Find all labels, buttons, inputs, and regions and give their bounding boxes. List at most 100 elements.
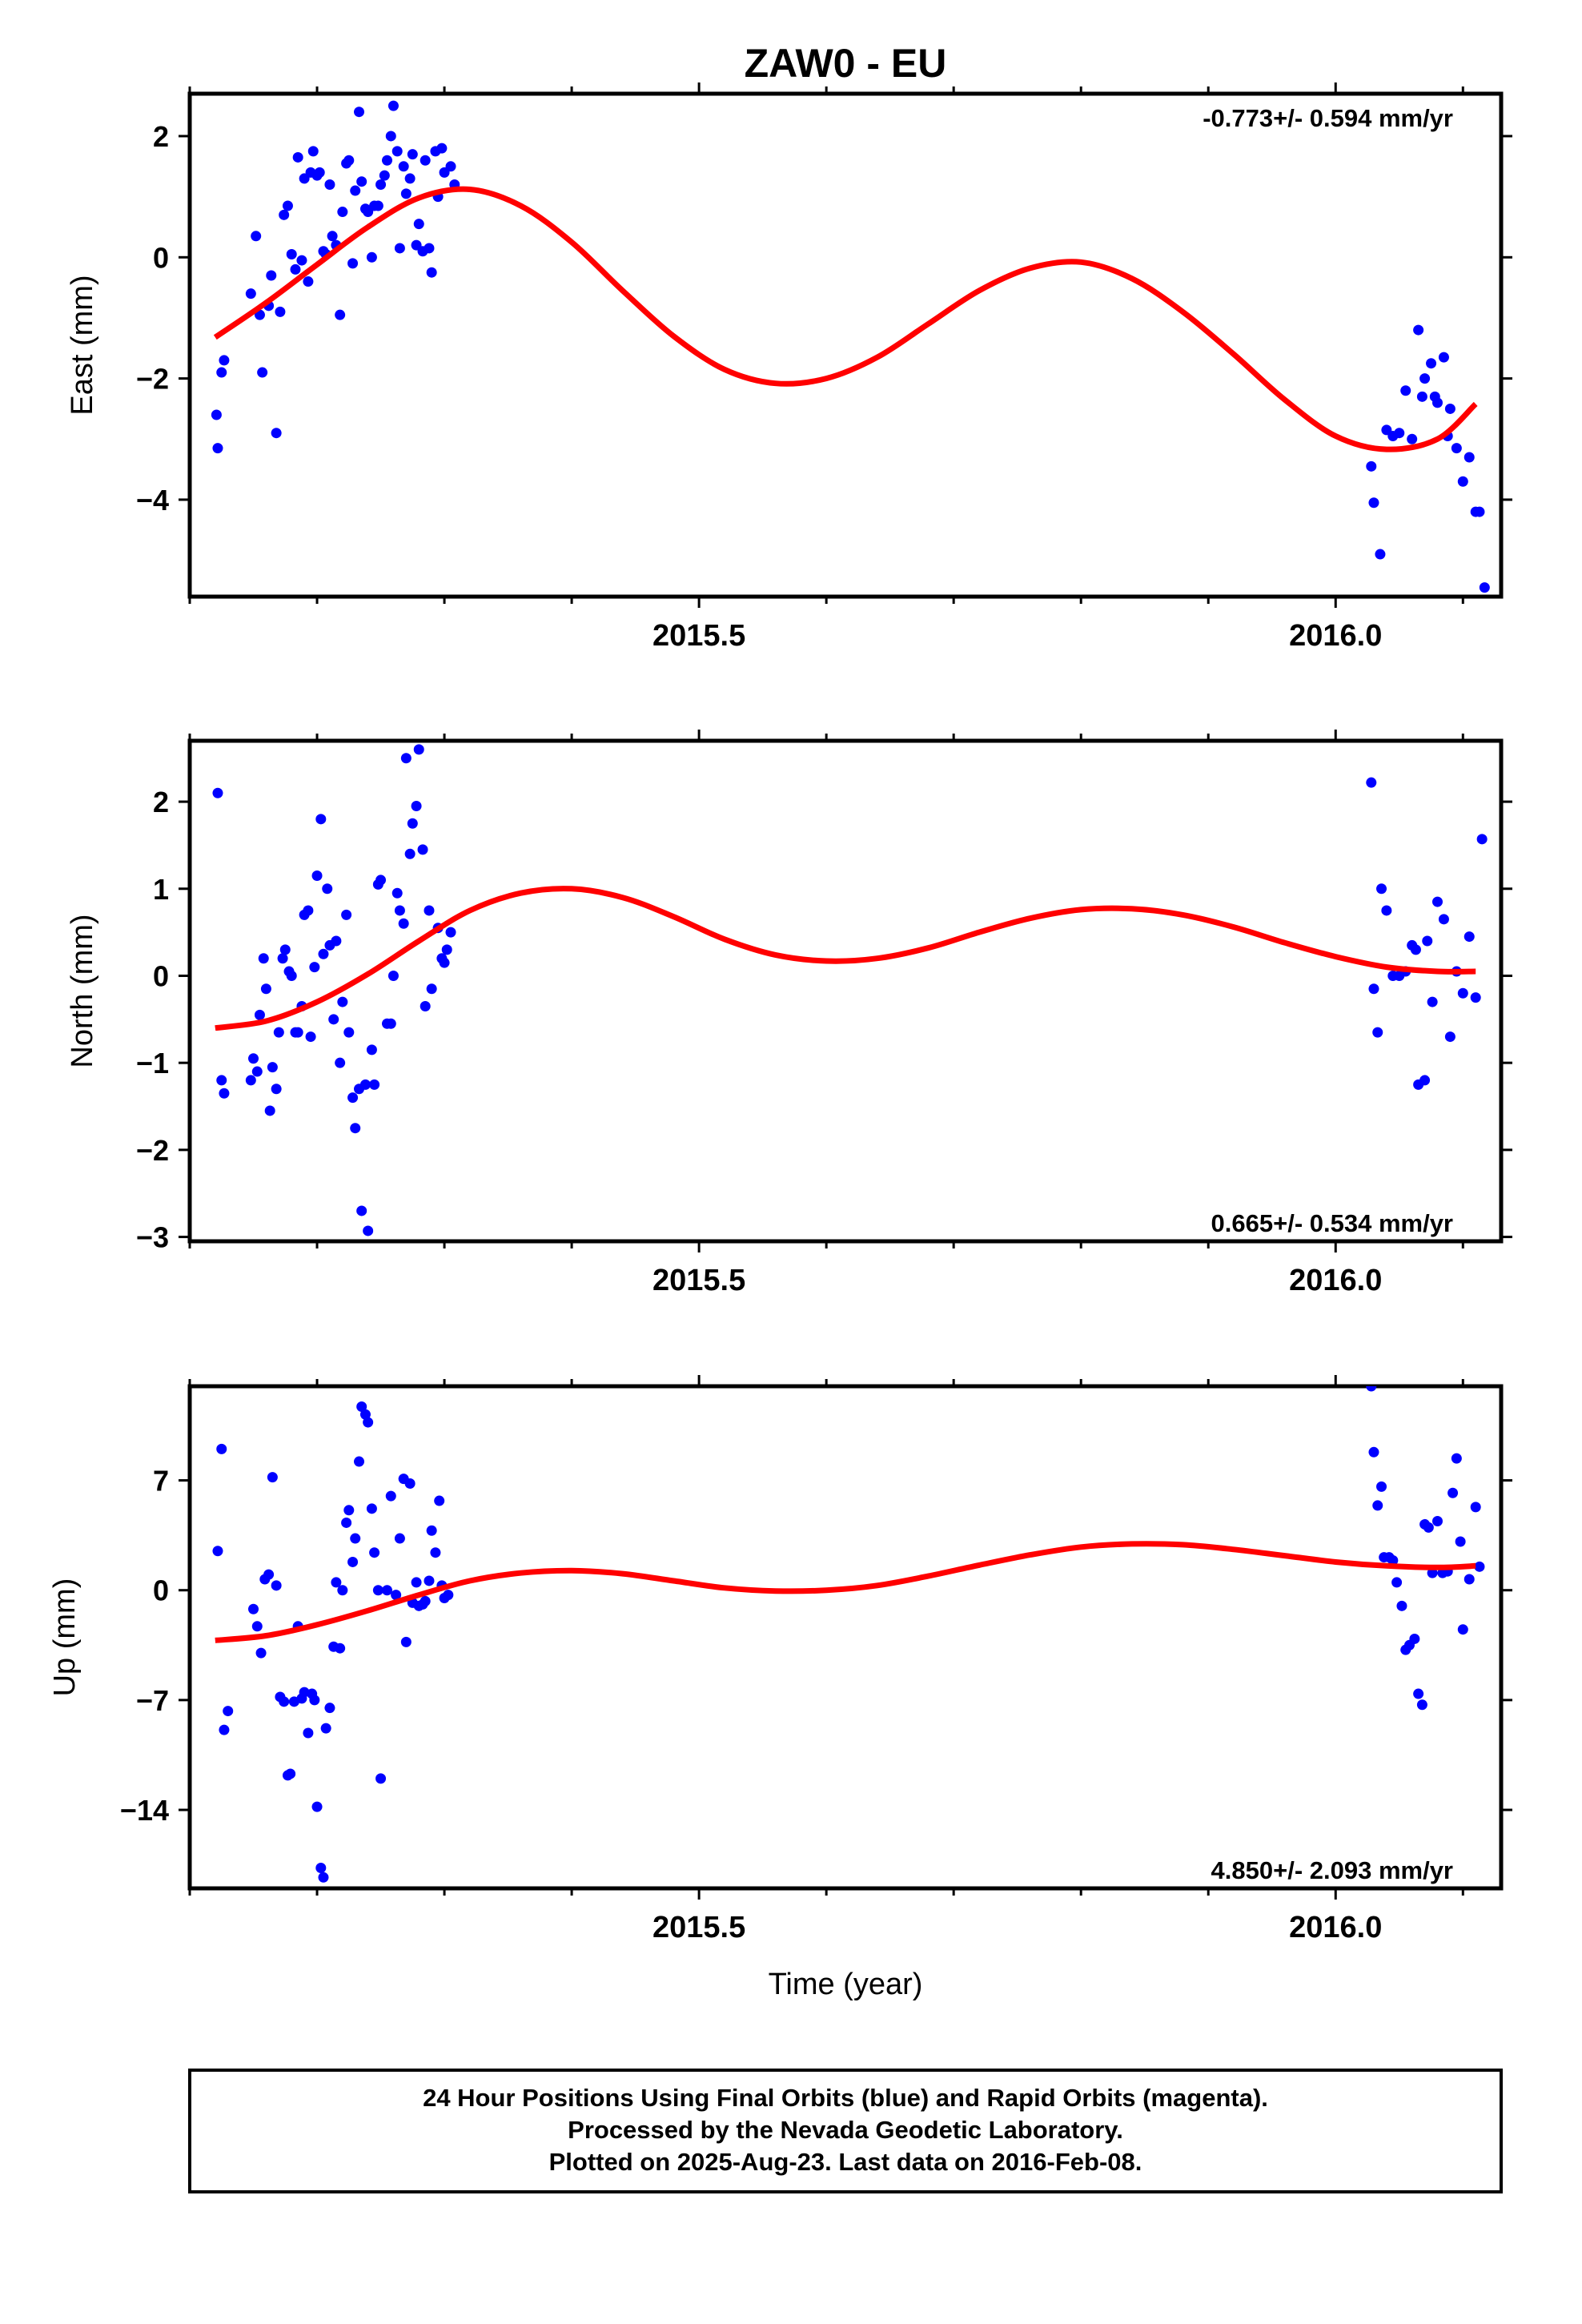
- data-point: [1479, 582, 1490, 593]
- footer-line-2: Processed by the Nevada Geodetic Laborat…: [568, 2116, 1123, 2144]
- data-point: [385, 1018, 396, 1029]
- data-point: [263, 1569, 275, 1580]
- data-point: [257, 367, 268, 378]
- data-point: [315, 814, 327, 825]
- data-point: [311, 870, 323, 881]
- data-point: [356, 1401, 367, 1412]
- data-point: [366, 1503, 377, 1514]
- data-point: [271, 1084, 282, 1095]
- data-points: [212, 1386, 1485, 1883]
- data-point: [277, 953, 288, 964]
- data-point: [311, 1801, 323, 1812]
- data-point: [1419, 373, 1431, 384]
- data-point: [216, 367, 227, 378]
- data-point: [223, 1706, 234, 1717]
- x-tick-label: 2016.0: [1289, 1264, 1382, 1297]
- data-point: [337, 996, 348, 1007]
- data-point: [1447, 1487, 1459, 1498]
- data-point: [219, 1088, 230, 1099]
- data-point: [343, 155, 355, 166]
- data-point: [337, 1585, 348, 1596]
- data-point: [379, 170, 390, 181]
- data-point: [375, 179, 387, 190]
- data-point: [1368, 497, 1379, 509]
- data-point: [264, 1105, 275, 1116]
- fit-curve: [215, 1541, 1476, 1643]
- data-point: [315, 1863, 327, 1874]
- data-point: [375, 1773, 387, 1784]
- data-point: [245, 1075, 256, 1086]
- data-point: [327, 231, 338, 242]
- data-point: [381, 1585, 392, 1596]
- data-point: [400, 1636, 412, 1647]
- data-point: [1457, 1624, 1468, 1635]
- data-point: [1372, 1027, 1383, 1038]
- data-point: [216, 1075, 227, 1086]
- data-point: [279, 944, 291, 955]
- data-point: [385, 1490, 396, 1502]
- data-point: [1427, 1567, 1438, 1578]
- data-point: [1451, 443, 1462, 454]
- data-point: [324, 1703, 335, 1714]
- y-tick-label: 2: [153, 120, 169, 153]
- data-point: [219, 1724, 230, 1735]
- data-point: [273, 1027, 284, 1038]
- data-point: [318, 948, 329, 959]
- data-point: [369, 1079, 380, 1090]
- data-point: [398, 918, 409, 929]
- rate-label: 0.665+/- 0.534 mm/yr: [1211, 1209, 1453, 1237]
- data-point: [1394, 428, 1405, 439]
- x-tick-label: 2015.5: [652, 1911, 745, 1944]
- data-point: [387, 100, 399, 111]
- panels: 2015.5 2016.0 2 0 −2 −4 East (mm) -0.773+/- 0.5…: [48, 82, 1512, 1944]
- data-point: [1438, 914, 1449, 925]
- data-point: [279, 1696, 290, 1707]
- panel-frame: [187, 91, 1504, 599]
- data-point: [413, 744, 424, 755]
- data-point: [309, 962, 320, 973]
- data-point: [1474, 506, 1485, 517]
- data-points: [211, 100, 1490, 593]
- data-point: [1391, 1577, 1403, 1588]
- data-point: [1368, 983, 1379, 995]
- data-point: [1455, 1536, 1466, 1547]
- data-point: [1464, 452, 1475, 463]
- data-point: [286, 249, 297, 260]
- data-point: [407, 818, 418, 829]
- data-point: [350, 1533, 361, 1544]
- data-point: [354, 107, 365, 118]
- data-point: [260, 983, 271, 995]
- data-point: [356, 176, 367, 187]
- data-point: [292, 1027, 303, 1038]
- data-point: [318, 1872, 329, 1883]
- footer-frame: [188, 2069, 1503, 2193]
- data-point: [1431, 1516, 1443, 1527]
- data-point: [394, 243, 405, 254]
- y-tick-label: 0: [153, 241, 169, 274]
- data-point: [271, 1580, 282, 1591]
- data-point: [426, 267, 437, 278]
- data-point: [343, 1505, 355, 1516]
- data-point: [219, 355, 230, 366]
- data-point: [314, 167, 325, 178]
- data-point: [394, 1533, 405, 1544]
- data-point: [1409, 1633, 1420, 1644]
- data-point: [445, 927, 456, 938]
- data-point: [347, 1556, 359, 1567]
- data-point: [1413, 324, 1424, 336]
- data-point: [363, 1225, 374, 1236]
- data-point: [387, 970, 399, 981]
- data-point: [267, 1062, 278, 1073]
- panel-1: 2015.5 2016.0 2 0 −2 −4 East (mm) -0.773+/- 0.5…: [66, 82, 1512, 653]
- data-point: [282, 200, 293, 211]
- y-tick-label: 7: [153, 1465, 169, 1498]
- panel-frame: [187, 1384, 1504, 1891]
- data-point: [271, 428, 282, 439]
- data-point: [407, 149, 418, 160]
- data-point: [1368, 1446, 1379, 1458]
- data-point: [424, 243, 435, 254]
- data-point: [350, 185, 361, 196]
- data-point: [305, 1031, 316, 1043]
- data-point: [303, 1727, 314, 1739]
